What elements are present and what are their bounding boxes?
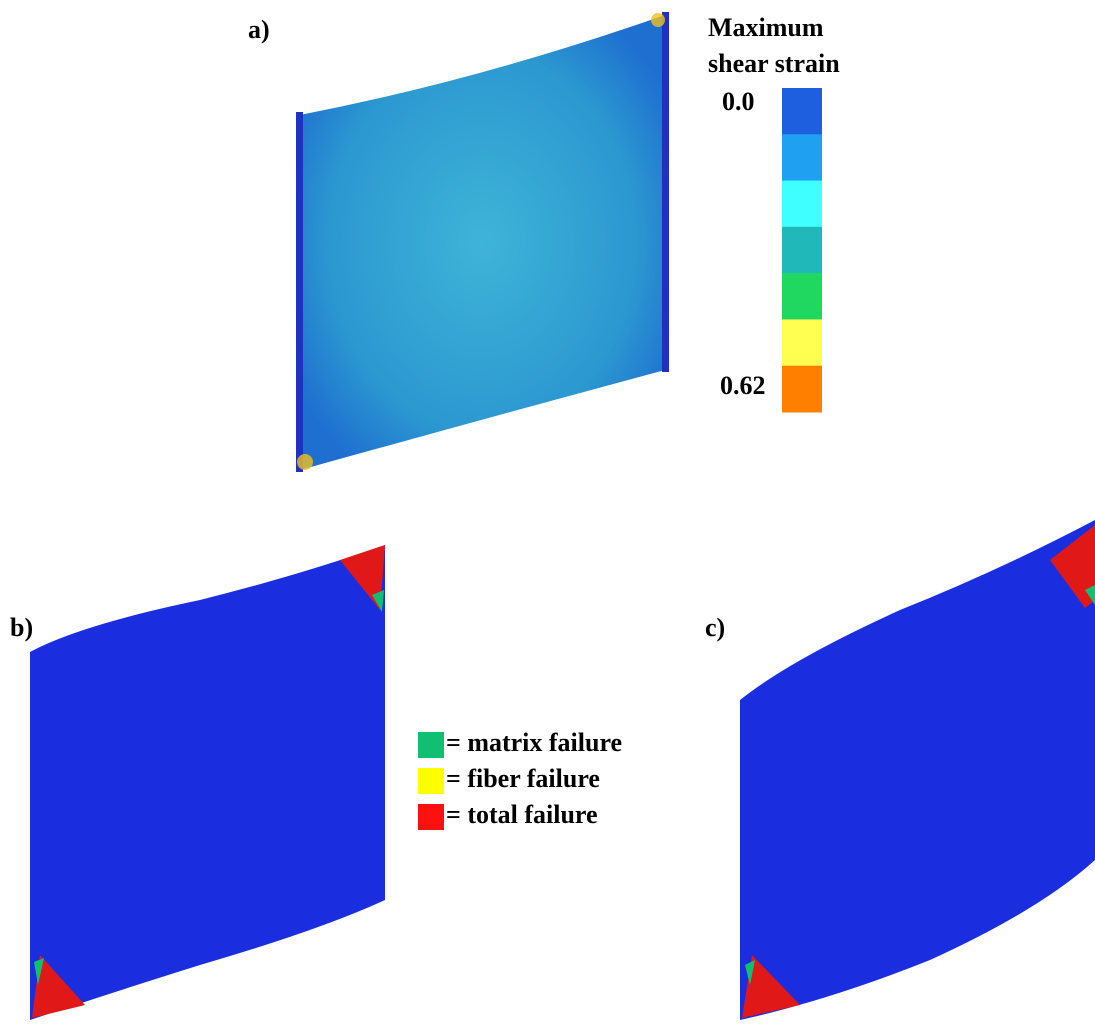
colorbar-segment: [782, 273, 822, 320]
panel-label: c): [705, 613, 725, 642]
legend-swatch: [418, 768, 444, 794]
colorbar-max-label: 0.62: [720, 371, 766, 400]
colorbar-title: shear strain: [708, 49, 840, 78]
legend-swatch: [418, 732, 444, 758]
legend-label: = total failure: [446, 800, 598, 829]
panel-b-image: [30, 545, 385, 1020]
colorbar-segment: [782, 227, 822, 274]
colorbar-min-label: 0.0: [722, 87, 755, 116]
panel-label: b): [10, 613, 33, 642]
legend-swatch: [418, 804, 444, 830]
legend: = matrix failure = fiber failure = total f…: [418, 728, 622, 830]
colorbar-segment: [782, 319, 822, 366]
colorbar-segment: [782, 366, 822, 413]
legend-label: = fiber failure: [446, 764, 600, 793]
colorbar: [782, 88, 822, 413]
panel-c-image: [740, 520, 1095, 1020]
panel-label: a): [248, 15, 270, 44]
colorbar-segment: [782, 88, 822, 135]
figure: a) Maximum shear strain 0.0 0.62 b) = ma…: [0, 0, 1095, 1026]
colorbar-title: Maximum: [708, 13, 824, 42]
legend-label: = matrix failure: [446, 728, 622, 757]
panel-a-image: [296, 12, 669, 472]
colorbar-segment: [782, 181, 822, 228]
colorbar-segment: [782, 134, 822, 181]
